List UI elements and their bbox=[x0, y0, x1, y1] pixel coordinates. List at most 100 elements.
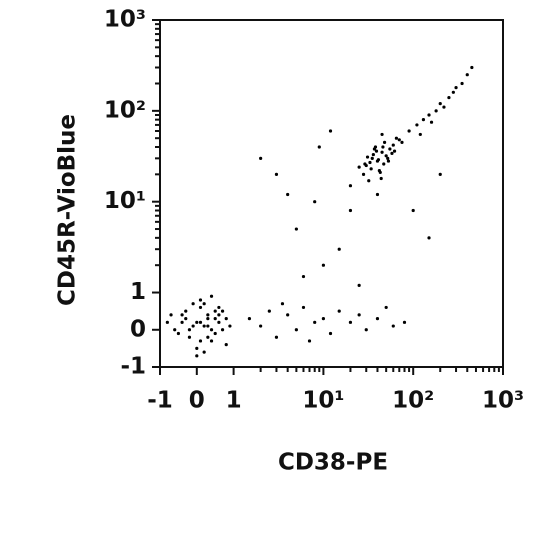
y-axis-label: CD45R-VioBlue bbox=[55, 114, 81, 306]
event-dot bbox=[460, 81, 464, 86]
event-dot bbox=[224, 343, 228, 347]
event-dot bbox=[209, 328, 214, 332]
event-dot bbox=[454, 86, 458, 90]
event-dot bbox=[195, 354, 199, 358]
event-dot bbox=[429, 120, 434, 124]
event-dot bbox=[348, 320, 353, 324]
event-dot bbox=[209, 294, 214, 298]
event-dot bbox=[259, 324, 263, 328]
event-dot bbox=[337, 309, 341, 313]
event-dot bbox=[382, 140, 387, 144]
event-dot bbox=[421, 118, 426, 122]
event-dot bbox=[286, 313, 290, 317]
event-dot bbox=[402, 320, 407, 324]
event-dot bbox=[195, 320, 199, 324]
event-dot bbox=[180, 313, 184, 317]
event-dot bbox=[451, 90, 455, 94]
event-dot bbox=[368, 160, 372, 165]
event-dot bbox=[213, 316, 217, 321]
event-dot bbox=[371, 152, 375, 157]
event-dot bbox=[447, 95, 451, 100]
event-dot bbox=[380, 150, 384, 154]
event-dot bbox=[198, 320, 203, 324]
event-dot bbox=[202, 324, 206, 328]
x-tick-label: 10³ bbox=[482, 388, 524, 414]
x-tick-label: 10¹ bbox=[302, 388, 344, 414]
event-dot bbox=[195, 346, 199, 350]
event-dot bbox=[274, 335, 279, 339]
event-dot bbox=[169, 313, 173, 317]
event-dot bbox=[328, 129, 333, 133]
event-dot bbox=[407, 129, 411, 133]
event-dot bbox=[217, 305, 221, 310]
event-dot bbox=[191, 302, 195, 306]
event-dot bbox=[206, 316, 210, 321]
event-dot bbox=[321, 263, 326, 267]
x-tick-label: -1 bbox=[147, 388, 173, 414]
y-tick-label: 0 bbox=[130, 316, 146, 342]
event-dot bbox=[394, 136, 399, 140]
event-dot bbox=[217, 313, 221, 317]
event-dot bbox=[411, 208, 415, 213]
event-dot bbox=[173, 328, 177, 332]
event-dot bbox=[418, 132, 422, 137]
event-dot bbox=[198, 339, 203, 343]
event-dot bbox=[367, 179, 371, 183]
event-dot bbox=[379, 176, 383, 181]
event-dot bbox=[307, 339, 312, 343]
event-dot bbox=[386, 156, 390, 160]
x-tick-label: 10² bbox=[392, 388, 434, 414]
plot-frame bbox=[159, 19, 504, 368]
event-dot bbox=[301, 305, 306, 310]
event-dot bbox=[202, 302, 206, 306]
event-dot bbox=[213, 309, 217, 313]
event-dot bbox=[374, 149, 379, 153]
event-dot bbox=[370, 156, 374, 160]
event-dot bbox=[202, 350, 206, 354]
event-dot bbox=[369, 167, 373, 171]
x-tick-label: 0 bbox=[189, 388, 205, 414]
event-dot bbox=[294, 328, 298, 332]
event-dot bbox=[427, 236, 431, 240]
event-dot bbox=[380, 132, 384, 137]
event-dot bbox=[357, 283, 361, 287]
event-dot bbox=[392, 149, 397, 153]
event-dot bbox=[294, 227, 298, 231]
event-dot bbox=[313, 200, 317, 204]
event-dot bbox=[384, 154, 388, 158]
event-dot bbox=[328, 331, 333, 336]
event-dot bbox=[274, 172, 279, 176]
event-dot bbox=[337, 247, 341, 251]
event-dot bbox=[317, 145, 321, 149]
event-dot bbox=[209, 339, 214, 343]
event-dot bbox=[357, 165, 361, 169]
event-dot bbox=[228, 324, 232, 328]
event-dot bbox=[357, 313, 361, 317]
event-dot bbox=[313, 320, 317, 324]
event-dot bbox=[301, 274, 306, 279]
event-dot bbox=[213, 331, 217, 336]
event-dot bbox=[364, 328, 368, 332]
event-dot bbox=[442, 105, 446, 109]
event-dot bbox=[363, 162, 367, 166]
event-dot bbox=[198, 298, 203, 302]
event-dot bbox=[386, 159, 391, 163]
event-dot bbox=[321, 316, 326, 321]
x-axis-label: CD38-PE bbox=[278, 450, 388, 476]
y-tick-label: -1 bbox=[120, 354, 146, 380]
event-dot bbox=[391, 143, 395, 147]
event-dot bbox=[375, 316, 380, 321]
event-dot bbox=[434, 109, 438, 113]
event-dot bbox=[388, 147, 392, 151]
event-dot bbox=[375, 192, 380, 197]
event-dot bbox=[438, 102, 442, 106]
event-dot bbox=[470, 65, 474, 70]
event-dot bbox=[397, 138, 401, 142]
event-dot bbox=[259, 156, 263, 160]
event-dot bbox=[224, 316, 228, 321]
y-tick-label: 10³ bbox=[104, 7, 146, 33]
event-dot bbox=[176, 331, 181, 336]
event-dot bbox=[191, 324, 195, 328]
event-dot bbox=[187, 328, 192, 332]
